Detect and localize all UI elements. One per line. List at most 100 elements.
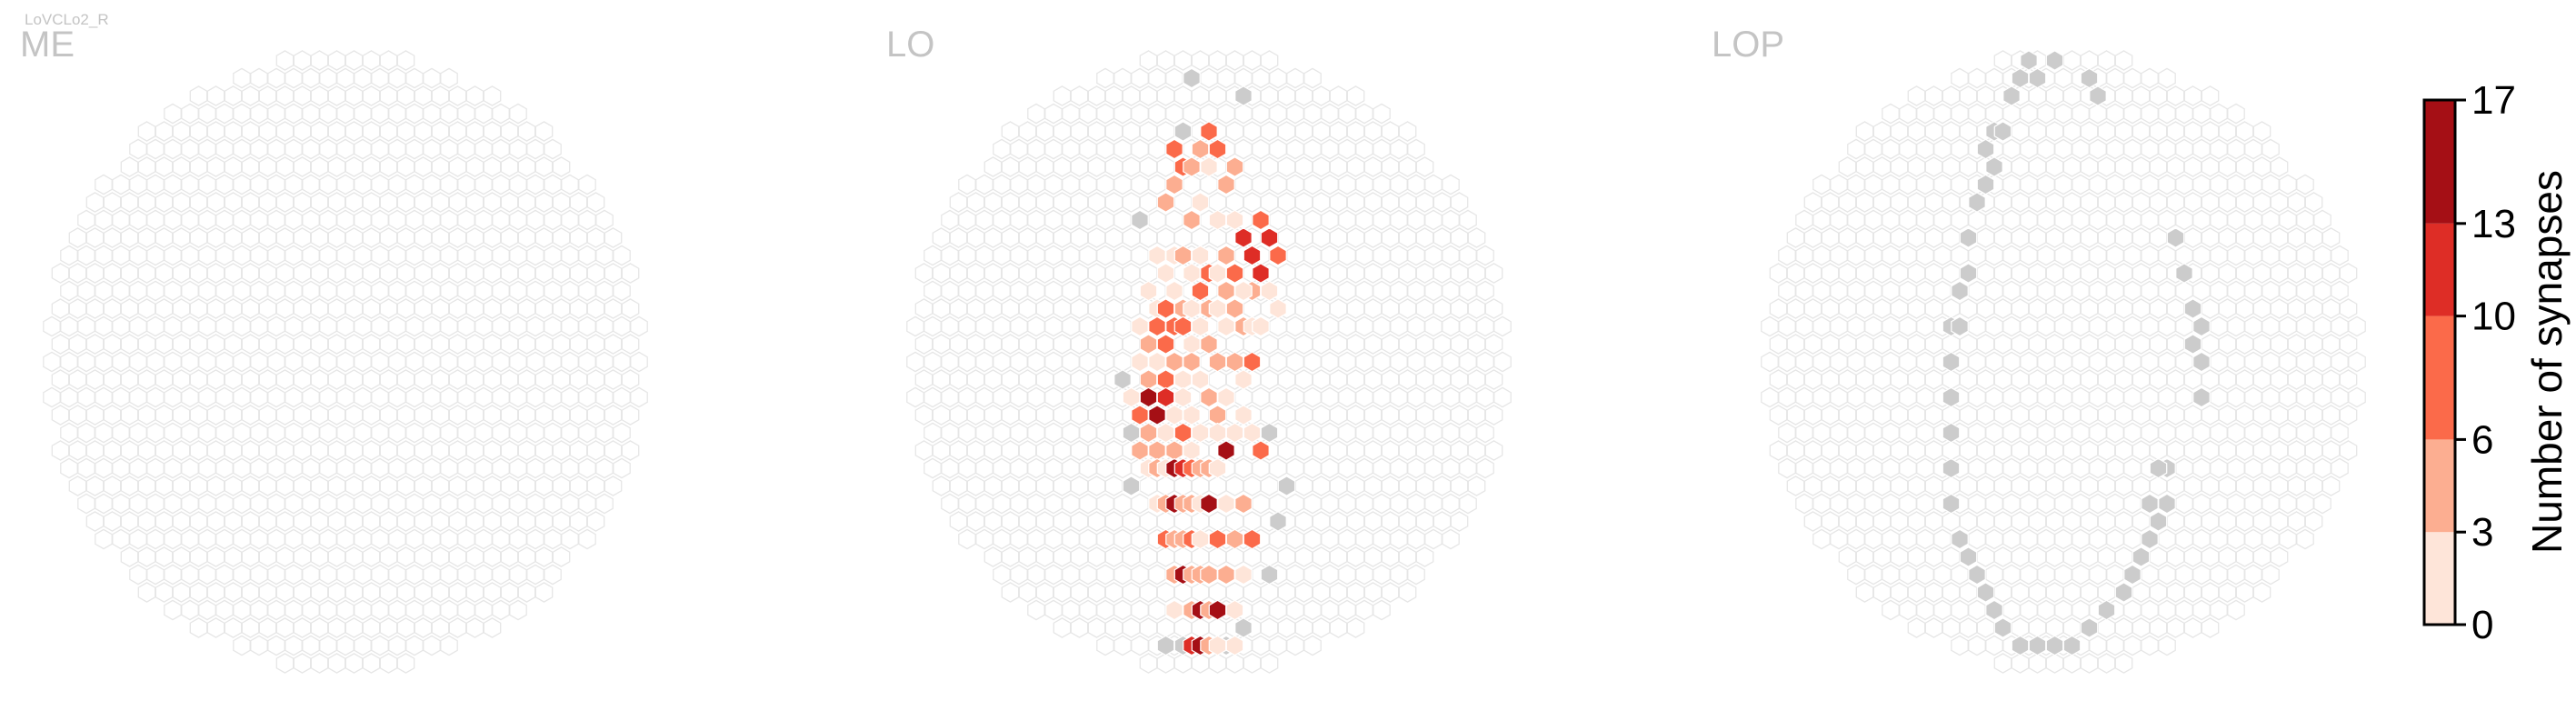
hex-column [85,263,105,284]
hex-column [336,564,354,586]
hex-column [1277,546,1296,567]
hex-column [1847,209,1865,231]
hex-column [354,599,372,621]
hex-column [1269,209,1287,231]
hex-column [2045,405,2064,426]
hex-column [457,386,475,408]
hex-column [1148,174,1166,195]
hex-column [1338,245,1356,266]
hex-column [2287,511,2306,532]
hex-column [1907,85,1926,106]
hex-column [1976,546,1995,567]
hex-column [586,263,605,284]
hex-column [164,174,182,195]
hex-column [2045,298,2064,319]
hex-column [1907,121,1926,142]
colorbar-block [2424,532,2455,625]
hex-column [1018,334,1037,355]
hex-column [975,174,993,195]
hex-outside-column [1234,617,1253,638]
hex-column [51,405,70,426]
hex-outside-column [1993,121,2012,142]
hex-column [1252,457,1270,479]
hex-column [561,315,579,337]
hex-column [1855,369,1874,390]
hex-column [2261,351,2280,373]
hex-column [924,315,942,337]
hex-synapse-cell [1234,564,1253,586]
hex-column [1346,440,1365,461]
hex-column [1260,121,1279,142]
hex-column [120,334,139,355]
hex-column [129,386,147,408]
hex-column [578,315,596,337]
hex-column [423,457,441,479]
hex-column [344,50,364,71]
hex-column [423,599,441,621]
hex-column [604,263,623,284]
hex-column [327,546,346,567]
hex-column [2166,85,2185,106]
hex-column [319,138,337,160]
hex-column [578,386,596,408]
hex-column [1415,192,1434,213]
hex-column [2114,263,2133,284]
hex-column [1398,298,1417,319]
hex-column [2158,67,2176,89]
hex-column [1924,369,1943,390]
hex-column [120,476,139,496]
hex-synapse-cell [1165,440,1183,461]
hex-column [1062,564,1080,586]
hex-column [1053,476,1072,496]
hex-column [2054,386,2072,408]
hex-column [1027,209,1045,231]
hex-column [1173,227,1193,248]
hex-column [2011,405,2030,426]
hex-column [2045,511,2064,532]
hex-column [1148,103,1166,125]
hex-column [465,511,484,532]
hex-column [172,511,191,532]
hex-column [1976,476,1995,496]
hex-column [1847,386,1865,408]
hex-column [2218,546,2237,567]
hex-column [1864,138,1882,160]
hex-column [2175,457,2193,479]
hex-column [405,245,424,266]
hex-column [2149,369,2168,390]
hex-synapse-cell [1122,386,1141,408]
hex-column [1993,653,2012,674]
hex-column [1803,476,1822,496]
hex-column [1795,422,1813,444]
hex-column [344,156,364,177]
hex-column [354,528,372,550]
hex-column [2123,174,2142,195]
hex-column [1872,511,1892,532]
hex-column [2244,280,2262,302]
hex-column [189,617,208,638]
hex-column [1855,263,1874,284]
hex-column [1407,493,1425,515]
hex-column [578,422,596,444]
hex-outside-column [2166,227,2185,248]
hex-column [534,582,554,603]
hex-column [1113,528,1132,550]
hex-column [310,334,329,355]
hex-column [241,156,260,177]
hex-column [112,493,130,515]
hex-column [1855,334,1874,355]
hex-column [215,245,234,266]
hex-column [2097,369,2116,390]
hex-column [423,245,441,266]
hex-column [2183,405,2202,426]
hex-synapse-cell [1225,209,1244,231]
hex-column [949,369,968,390]
hex-column [1864,209,1882,231]
hex-outside-column [1122,422,1141,444]
hex-column [2080,50,2099,71]
hex-column [1113,564,1132,586]
hex-column [500,156,519,177]
hex-column [354,386,372,408]
hex-column [198,457,216,479]
hex-column [1269,138,1287,160]
